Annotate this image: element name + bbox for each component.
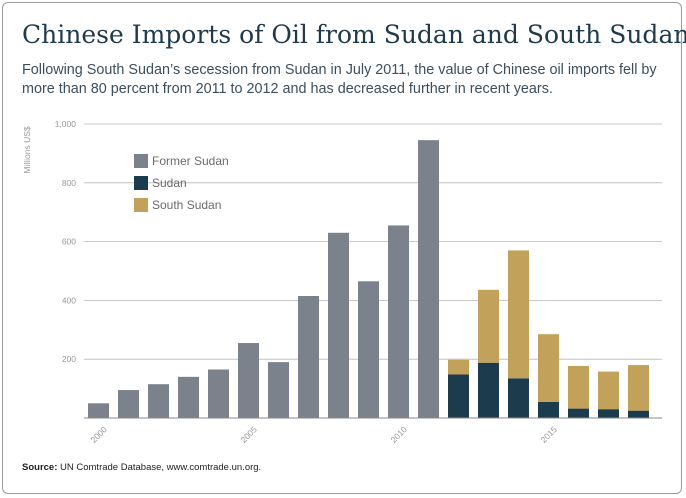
bar-sudan — [628, 410, 649, 418]
x-tick-label: 2010 — [388, 424, 409, 445]
bar-south-sudan — [598, 371, 619, 410]
bar-sudan — [508, 378, 529, 418]
bar-former-sudan — [118, 390, 139, 418]
y-tick-label: 1,000 — [55, 119, 77, 129]
bar-former-sudan — [178, 376, 199, 418]
x-tick-label: 2005 — [238, 424, 259, 445]
bar-former-sudan — [358, 281, 379, 418]
x-tick-label: 2015 — [538, 424, 559, 445]
bar-sudan — [598, 409, 619, 418]
y-tick-label: 400 — [62, 295, 76, 305]
y-axis-label: Millions US$ — [22, 126, 32, 174]
x-tick-label: 2000 — [88, 424, 109, 445]
legend-label: South Sudan — [152, 198, 221, 212]
chart-subtitle: Following South Sudan’s secession from S… — [22, 62, 657, 97]
bar-sudan — [568, 408, 589, 418]
bar-sudan — [448, 374, 469, 418]
bar-south-sudan — [628, 365, 649, 411]
source-note: Source: UN Comtrade Database, www.comtra… — [22, 462, 261, 473]
bar-former-sudan — [268, 362, 289, 418]
bar-south-sudan — [568, 365, 589, 409]
source-text: UN Comtrade Database, www.comtrade.un.or… — [60, 462, 262, 473]
bar-sudan — [478, 362, 499, 418]
source-label: Source: — [22, 462, 58, 473]
legend-label: Former Sudan — [152, 154, 229, 168]
bar-former-sudan — [148, 384, 169, 418]
bar-former-sudan — [418, 140, 439, 419]
bar-former-sudan — [88, 403, 109, 418]
legend-swatch — [134, 176, 148, 190]
bar-former-sudan — [238, 343, 259, 418]
bar-south-sudan — [448, 359, 469, 375]
bar-former-sudan — [328, 232, 349, 418]
bar-south-sudan — [538, 334, 559, 402]
chart-title: Chinese Imports of Oil from Sudan and So… — [22, 20, 686, 49]
y-tick-label: 800 — [62, 178, 76, 188]
bar-former-sudan — [388, 225, 409, 418]
bar-former-sudan — [208, 369, 229, 418]
bar-south-sudan — [508, 250, 529, 379]
y-tick-label: 200 — [62, 354, 76, 364]
bar-sudan — [538, 401, 559, 418]
y-tick-label: 600 — [62, 237, 76, 247]
bar-former-sudan — [298, 295, 319, 418]
legend-label: Sudan — [152, 176, 187, 190]
legend-swatch — [134, 198, 148, 212]
legend-swatch — [134, 154, 148, 168]
bar-south-sudan — [478, 289, 499, 363]
